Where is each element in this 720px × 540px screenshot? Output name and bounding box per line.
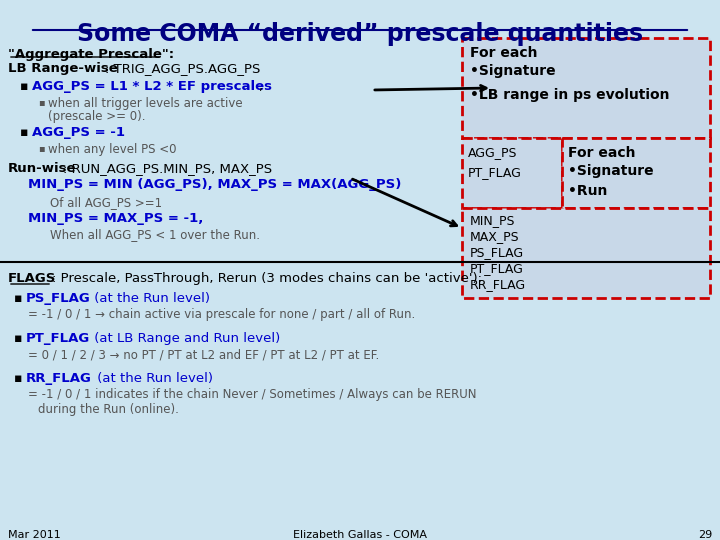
Text: PS_FLAG: PS_FLAG xyxy=(26,292,91,305)
FancyBboxPatch shape xyxy=(462,138,562,208)
Text: Some COMA “derived” prescale quantities: Some COMA “derived” prescale quantities xyxy=(77,22,643,46)
Text: •LB range in ps evolution: •LB range in ps evolution xyxy=(470,88,670,102)
Text: when all trigger levels are active: when all trigger levels are active xyxy=(48,97,243,110)
Text: PT_FLAG: PT_FLAG xyxy=(468,166,522,179)
Text: (prescale >= 0).: (prescale >= 0). xyxy=(48,110,145,123)
Text: AGG_PS = L1 * L2 * EF prescales: AGG_PS = L1 * L2 * EF prescales xyxy=(32,80,272,93)
Text: : RUN_AGG_PS.MIN_PS, MAX_PS: : RUN_AGG_PS.MIN_PS, MAX_PS xyxy=(63,162,272,175)
Text: 29: 29 xyxy=(698,530,712,540)
Text: MIN_PS: MIN_PS xyxy=(470,214,516,227)
Text: RR_FLAG: RR_FLAG xyxy=(470,278,526,291)
Text: (at the Run level): (at the Run level) xyxy=(90,292,210,305)
Text: LB Range-wise: LB Range-wise xyxy=(8,62,118,75)
Text: Mar 2011: Mar 2011 xyxy=(8,530,60,540)
Text: = 0 / 1 / 2 / 3 → no PT / PT at L2 and EF / PT at L2 / PT at EF.: = 0 / 1 / 2 / 3 → no PT / PT at L2 and E… xyxy=(28,348,379,361)
Text: when any level PS <0: when any level PS <0 xyxy=(48,143,176,156)
Text: ▪: ▪ xyxy=(14,372,22,385)
Text: AGG_PS: AGG_PS xyxy=(468,146,518,159)
Text: (at the Run level): (at the Run level) xyxy=(93,372,213,385)
Text: •Signature: •Signature xyxy=(568,164,654,178)
Text: ▪: ▪ xyxy=(14,332,22,345)
Text: ▪: ▪ xyxy=(14,292,22,305)
Text: ▪: ▪ xyxy=(38,143,45,153)
Text: For each: For each xyxy=(568,146,636,160)
Text: "Aggregate Prescale":: "Aggregate Prescale": xyxy=(8,48,174,61)
Text: AGG_PS = -1: AGG_PS = -1 xyxy=(32,126,125,139)
Text: FLAGS: FLAGS xyxy=(8,272,56,285)
Text: : TRIG_AGG_PS.AGG_PS: : TRIG_AGG_PS.AGG_PS xyxy=(105,62,261,75)
Text: Elizabeth Gallas - COMA: Elizabeth Gallas - COMA xyxy=(293,530,427,540)
Text: MAX_PS: MAX_PS xyxy=(470,230,520,243)
Text: When all AGG_PS < 1 over the Run.: When all AGG_PS < 1 over the Run. xyxy=(50,228,260,241)
Text: (at LB Range and Run level): (at LB Range and Run level) xyxy=(90,332,280,345)
Text: MIN_PS = MIN (AGG_PS), MAX_PS = MAX(AGG_PS): MIN_PS = MIN (AGG_PS), MAX_PS = MAX(AGG_… xyxy=(28,178,401,191)
Text: Run-wise: Run-wise xyxy=(8,162,76,175)
Text: PT_FLAG: PT_FLAG xyxy=(470,262,524,275)
Text: RR_FLAG: RR_FLAG xyxy=(26,372,92,385)
Text: Of all AGG_PS >=1: Of all AGG_PS >=1 xyxy=(50,196,162,209)
FancyBboxPatch shape xyxy=(562,138,710,208)
Text: PT_FLAG: PT_FLAG xyxy=(26,332,90,345)
Text: MIN_PS = MAX_PS = -1,: MIN_PS = MAX_PS = -1, xyxy=(28,212,203,225)
FancyBboxPatch shape xyxy=(462,208,710,298)
Text: PS_FLAG: PS_FLAG xyxy=(470,246,524,259)
Text: during the Run (online).: during the Run (online). xyxy=(38,403,179,416)
Text: ▪: ▪ xyxy=(20,80,29,93)
Text: ,: , xyxy=(258,80,262,93)
Text: : Prescale, PassThrough, Rerun (3 modes chains can be 'active'):: : Prescale, PassThrough, Rerun (3 modes … xyxy=(52,272,482,285)
Text: For each: For each xyxy=(470,46,538,60)
Text: ▪: ▪ xyxy=(20,126,29,139)
Text: •Signature: •Signature xyxy=(470,64,556,78)
Text: = -1 / 0 / 1 → chain active via prescale for none / part / all of Run.: = -1 / 0 / 1 → chain active via prescale… xyxy=(28,308,415,321)
FancyBboxPatch shape xyxy=(462,38,710,138)
Text: = -1 / 0 / 1 indicates if the chain Never / Sometimes / Always can be RERUN: = -1 / 0 / 1 indicates if the chain Neve… xyxy=(28,388,477,401)
Text: •Run: •Run xyxy=(568,184,608,198)
Text: ▪: ▪ xyxy=(38,97,45,107)
